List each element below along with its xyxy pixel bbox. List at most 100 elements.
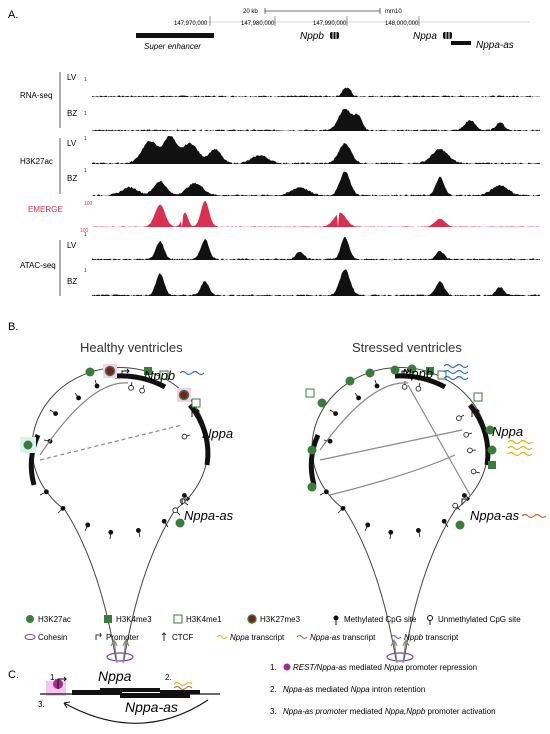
nppa-exon <box>72 690 122 695</box>
legend-item-promoter: Promoter <box>95 632 139 642</box>
legend-label: H3K27ac <box>38 615 71 624</box>
methylated-cpg-icon <box>441 518 447 524</box>
methylated-cpg-icon <box>60 505 66 511</box>
scale-label: 20 kb <box>243 9 258 15</box>
legend-item-h3k4me3: H3K4me3 <box>104 615 152 624</box>
signal-area <box>92 236 540 260</box>
note-text: Nppa-as promoter mediated Nppa,Nppb prom… <box>283 707 496 716</box>
track-max-label: 1 <box>84 268 87 274</box>
panel-b-label: B. <box>8 321 18 333</box>
promoter-arrow-icon <box>401 368 410 377</box>
gene-label-nppb: Nppb <box>300 31 324 42</box>
methylated-cpg-icon <box>161 518 167 524</box>
cohesin-icon <box>24 634 36 640</box>
panel-a: A. 20 kb mm10 147,970,000 147,980,000 14… <box>8 8 540 296</box>
legend-label: CTCF <box>172 633 193 642</box>
gene-label-nppa: Nppa <box>413 31 437 42</box>
h3k27ac-icon <box>345 376 355 386</box>
ctcf-arrow-icon <box>122 638 130 664</box>
marker-2: 2. <box>165 673 172 682</box>
assembly-label: mm10 <box>385 9 402 15</box>
unmethylated-cpg-icon <box>456 415 462 422</box>
track-max-label: 1 <box>84 136 87 142</box>
h3k27ac-icon <box>317 398 327 408</box>
group-label-emerge: EMERGE <box>28 205 63 214</box>
chromatin-loop <box>311 367 489 511</box>
h3k4me3-icon <box>104 615 112 623</box>
legend-label: Cohesin <box>38 633 67 642</box>
ctcf-arrow-icon <box>390 638 398 664</box>
methylated-cpg-icon <box>94 383 100 389</box>
methylated-cpg-icon <box>327 438 333 444</box>
signal-track: 1 <box>84 168 540 196</box>
signal-track: 1 <box>84 77 540 97</box>
methylated-cpg-icon <box>108 529 114 535</box>
unmethylated-cpg-icon <box>139 387 145 394</box>
chromatin-strand <box>344 509 397 661</box>
track-max-label: 100 <box>84 201 93 207</box>
unmethylated-cpg-icon <box>467 447 473 454</box>
panel-c-gene-nppa: Nppa <box>98 668 132 684</box>
h3k4me1-icon <box>473 392 483 402</box>
nppb-transcript-icon <box>179 370 205 376</box>
methylated-cpg-icon <box>324 489 329 495</box>
h3k27me3-icon <box>104 365 116 377</box>
super-enhancer-label: Super enhancer <box>144 42 201 51</box>
unmethylated-cpg-icon <box>172 507 179 514</box>
loop-gene-nppa-as: Nppa-as <box>470 508 520 523</box>
cohesin-icon <box>106 652 134 662</box>
promoter-arrow-icon <box>57 676 68 689</box>
signal-track: 1 <box>84 109 540 131</box>
ctcf-arrow-icon <box>110 638 118 664</box>
right-panel-title: Stressed ventricles <box>352 340 462 355</box>
methylated-cpg-icon <box>374 383 380 389</box>
note-number: 3. <box>270 707 277 716</box>
loop-gene-nppa-as: Nppa-as <box>184 508 234 523</box>
signal-track: 1 <box>84 136 540 164</box>
h3k27ac-icon <box>85 367 95 377</box>
h3k4me1-icon <box>191 398 201 408</box>
mechanism-notes: 1. REST/Nppa-as mediated Nppa promoter re… <box>270 663 496 716</box>
loop-gene-nppa: Nppa <box>492 424 523 439</box>
h3k27me3-icon <box>247 614 257 624</box>
super-enhancer-bar <box>136 33 214 38</box>
track-max-label: 1 <box>84 111 87 117</box>
h3k27ac-icon <box>407 364 417 374</box>
promoter-arrow-icon <box>121 368 130 377</box>
panel-c-label: C. <box>8 669 19 681</box>
nppb-transcript-icon <box>390 635 402 639</box>
coord-tick-label: 147,980,000 <box>241 21 275 27</box>
methylated-cpg-icon <box>333 411 338 416</box>
coord-tick-label: 148,000,000 <box>385 21 419 27</box>
loop-gene-nppa: Nppa <box>202 426 233 441</box>
marker-3: 3. <box>38 700 45 709</box>
coordinate-axis: 147,970,000 147,980,000 147,990,000 148,… <box>173 16 530 27</box>
mechanism-note: 3. Nppa-as promoter mediated Nppa,Nppb pr… <box>270 707 496 716</box>
group-label-rna-seq: RNA-seq <box>20 91 52 100</box>
promoter-arrow-icon <box>461 496 470 505</box>
unmethylated-cpg-icon <box>415 385 422 392</box>
legend: H3K27ac H3K4me3 H3K4me1 H3K27me3 Methylated … <box>24 614 521 642</box>
nppa-gene-segment <box>188 403 211 466</box>
nppb-gene-segment <box>394 373 447 390</box>
interaction-arrow <box>39 424 183 461</box>
methylated-cpg-icon <box>416 528 421 533</box>
methylated-cpg-icon <box>76 395 81 401</box>
mechanism-note: 2. Nppa-as mediated Nppa intron retention <box>270 685 425 694</box>
sub-label: LV <box>67 73 77 82</box>
interaction-arrow <box>319 382 409 451</box>
unmethylated-cpg-icon <box>128 385 134 391</box>
legend-item-nppb-tx: Nppb transcript <box>390 633 459 642</box>
interaction-arrow <box>407 384 471 496</box>
nppa-as-bar <box>451 41 471 45</box>
track-max-label: 1 <box>84 168 87 174</box>
chromatin-strand <box>403 509 456 661</box>
note-text: REST/Nppa-as mediated Nppa promoter repr… <box>293 663 477 672</box>
sub-label: BZ <box>67 109 77 118</box>
legend-label: H3K27me3 <box>260 615 301 624</box>
loop-stressed <box>305 364 497 664</box>
unmethylated-cpg-icon <box>181 433 188 440</box>
h3k4me1-icon <box>173 614 183 624</box>
legend-item-ctcf: CTCF <box>161 632 193 642</box>
